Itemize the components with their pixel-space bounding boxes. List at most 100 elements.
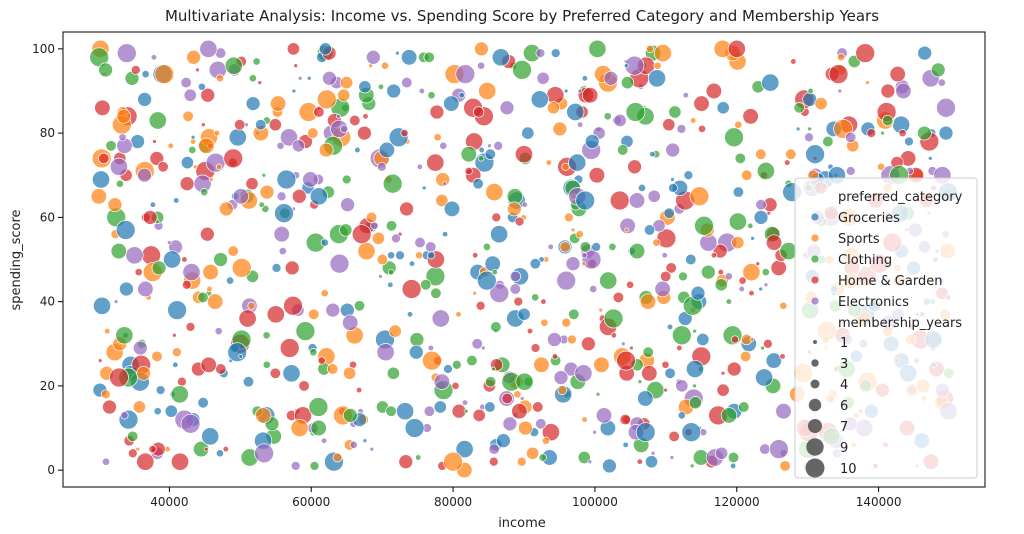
scatter-point: [181, 256, 188, 263]
scatter-point: [755, 368, 774, 387]
scatter-point: [408, 260, 416, 267]
scatter-point: [530, 343, 541, 353]
scatter-point: [377, 83, 385, 90]
scatter-point: [252, 57, 261, 66]
scatter-point: [387, 251, 396, 260]
scatter-point: [581, 75, 589, 82]
scatter-point: [397, 231, 403, 237]
scatter-point: [261, 172, 267, 178]
scatter-point: [837, 88, 843, 94]
scatter-point: [291, 139, 306, 153]
scatter-point: [388, 324, 402, 338]
scatter-point: [675, 379, 689, 393]
scatter-point: [533, 356, 550, 373]
scatter-point: [214, 327, 223, 336]
scatter-point: [259, 184, 275, 200]
scatter-point: [628, 242, 646, 260]
scatter-point: [433, 373, 451, 390]
x-tick-label: 120000: [714, 495, 760, 509]
scatter-point: [466, 354, 478, 367]
legend-entry: Electronics: [838, 295, 909, 310]
scatter-point: [836, 53, 846, 62]
scatter-point: [104, 327, 111, 335]
scatter-point: [455, 64, 476, 84]
scatter-point: [521, 201, 528, 208]
scatter-point: [154, 64, 175, 84]
scatter-point: [509, 270, 522, 283]
x-axis-label: income: [498, 516, 546, 531]
legend-size-entry: 4: [840, 378, 848, 393]
scatter-point: [805, 144, 825, 165]
scatter-point: [513, 390, 522, 399]
scatter-point: [326, 363, 339, 375]
scatter-point: [564, 212, 574, 223]
scatter-point: [636, 458, 643, 465]
scatter-point: [759, 443, 771, 455]
scatter-point: [769, 439, 789, 459]
scatter-point: [535, 48, 546, 58]
scatter-point: [271, 263, 282, 273]
scatter-point: [692, 383, 697, 389]
scatter-point: [362, 113, 369, 120]
scatter-point: [206, 285, 213, 293]
scatter-point: [309, 348, 318, 357]
scatter-point: [747, 222, 754, 229]
scatter-point: [738, 401, 750, 413]
scatter-point: [668, 430, 680, 443]
scatter-point: [180, 413, 201, 434]
scatter-point: [100, 389, 111, 400]
scatter-point: [484, 401, 496, 413]
scatter-point: [130, 134, 145, 149]
scatter-point: [666, 323, 674, 331]
scatter-point: [172, 347, 182, 358]
scatter-point: [720, 370, 726, 376]
scatter-point: [105, 140, 117, 152]
scatter-point: [540, 318, 549, 327]
scatter-point: [257, 80, 263, 85]
scatter-point: [441, 231, 449, 238]
scatter-point: [491, 366, 496, 372]
legend-size-entry: 1: [840, 336, 848, 351]
scatter-point: [649, 151, 656, 158]
scatter-point: [232, 188, 250, 205]
scatter-point: [694, 215, 714, 236]
scatter-point: [298, 380, 310, 392]
scatter-point: [620, 76, 635, 90]
scatter-point: [575, 230, 584, 239]
scatter-point: [739, 350, 752, 363]
scatter-point: [643, 224, 656, 236]
scatter-point: [517, 307, 531, 321]
scatter-point: [683, 170, 694, 181]
plot-frame: [62, 31, 986, 488]
scatter-point: [224, 56, 243, 75]
scatter-point: [865, 80, 870, 85]
scatter-point: [398, 454, 414, 470]
scatter-point: [200, 87, 216, 103]
scatter-point: [577, 88, 583, 94]
scatter-point: [443, 95, 460, 112]
scatter-point: [248, 74, 257, 83]
legend-size-title: membership_years: [838, 316, 962, 331]
scatter-point: [490, 321, 502, 333]
scatter-point: [602, 458, 617, 474]
scatter-point: [471, 338, 483, 350]
scatter-point: [880, 130, 885, 136]
scatter-point: [491, 268, 498, 276]
scatter-point: [276, 191, 287, 202]
scatter-point: [491, 48, 510, 67]
scatter-point: [282, 364, 301, 383]
y-tick-label: 80: [40, 126, 55, 140]
scatter-point: [130, 65, 141, 75]
scatter-point: [715, 446, 729, 460]
scatter-point: [478, 155, 485, 162]
scatter-point: [349, 440, 358, 449]
scatter-point: [426, 153, 445, 172]
legend-size-marker: [805, 458, 825, 478]
scatter-point: [828, 64, 849, 84]
scatter-point: [269, 367, 281, 379]
scatter-point: [609, 190, 630, 211]
scatter-point: [490, 225, 509, 244]
scatter-point: [200, 188, 209, 197]
scatter-point: [127, 448, 138, 459]
scatter-point: [234, 119, 246, 131]
